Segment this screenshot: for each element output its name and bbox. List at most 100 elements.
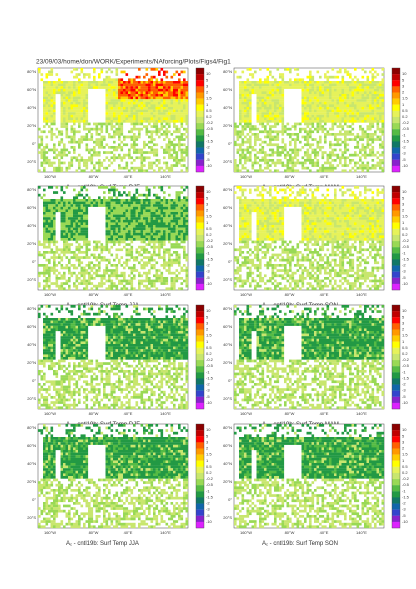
map-cell [259, 261, 262, 265]
map-cell [294, 169, 297, 173]
map-cell [168, 230, 171, 233]
map-cell [168, 240, 171, 244]
map-cell [329, 140, 332, 144]
map-cell [175, 120, 179, 123]
map-cell [128, 243, 131, 246]
map-cell [133, 114, 136, 118]
map-cell [130, 101, 134, 105]
map-cell [50, 186, 54, 189]
map-cell [163, 125, 166, 128]
map-cell [331, 112, 335, 115]
map-cell [50, 94, 54, 97]
map-cell [73, 146, 76, 149]
map-cell [180, 186, 184, 189]
map-cell [108, 109, 111, 113]
map-cell [281, 148, 285, 152]
map-cell [128, 204, 131, 207]
map-cell [120, 227, 124, 231]
map-cell [281, 138, 285, 141]
map-cell [38, 68, 41, 71]
map-cell [70, 219, 74, 223]
map-cell [185, 271, 189, 275]
map-cell [130, 78, 134, 82]
map-cell [289, 86, 292, 89]
map-cell [178, 258, 181, 262]
map-cell [125, 81, 129, 84]
map-cell [276, 122, 280, 126]
map-cell [170, 169, 174, 173]
map-cell [83, 266, 86, 270]
map-cell [334, 88, 337, 92]
map-cell [100, 243, 104, 246]
map-cell [135, 258, 139, 262]
map-cell [80, 269, 84, 272]
map-cell [168, 109, 171, 113]
map-cell [45, 122, 49, 126]
map-cell [241, 219, 245, 223]
map-cell [239, 91, 242, 95]
map-cell [98, 166, 101, 170]
map-cell [304, 138, 307, 141]
map-cell [43, 99, 46, 102]
map-cell [281, 117, 285, 121]
map-cell [178, 206, 181, 210]
map-cell [105, 199, 109, 202]
map-cell [150, 151, 154, 154]
map-cell [178, 287, 181, 291]
map-cell [276, 153, 280, 157]
map-cell [98, 86, 101, 89]
map-cell [289, 78, 292, 82]
map-cell [118, 199, 121, 202]
map-cell [105, 235, 109, 239]
map-cell [123, 153, 126, 157]
map-cell [165, 114, 169, 118]
map-cell [274, 120, 277, 123]
map-cell [173, 114, 176, 118]
map-cell [180, 282, 184, 285]
colorbar-label: -1.5 [206, 138, 214, 143]
map-cell [125, 251, 129, 254]
map-cell [341, 81, 345, 84]
map-cell [43, 120, 46, 123]
map-cell [311, 83, 315, 87]
map-cell [50, 199, 54, 202]
map-cell [105, 117, 109, 121]
map-cell [309, 117, 312, 121]
map-cell [170, 261, 174, 265]
map-cell [78, 159, 81, 162]
map-cell [43, 199, 46, 202]
map-cell [170, 91, 174, 95]
map-cell [331, 114, 335, 118]
map-cell [294, 133, 297, 136]
map-cell [175, 88, 179, 92]
map-cell [130, 112, 134, 115]
map-cell [256, 86, 260, 89]
map-cell [40, 143, 44, 147]
map-cell [289, 68, 292, 71]
map-cell [256, 209, 260, 213]
map-cell [118, 232, 121, 236]
map-cell [153, 91, 156, 95]
map-cell [165, 282, 169, 285]
map-cell [170, 88, 174, 92]
map-cell [314, 114, 317, 118]
map-cell [113, 96, 116, 100]
map-cell [241, 156, 245, 160]
map-cell [153, 148, 156, 152]
map-cell [148, 122, 151, 126]
map-cell [326, 117, 330, 121]
map-cell [249, 230, 252, 233]
map-cell [254, 156, 257, 160]
map-cell [354, 104, 357, 108]
map-cell [306, 91, 310, 95]
map-cell [173, 94, 176, 97]
map-cell [281, 107, 285, 110]
map-cell [168, 225, 171, 228]
map-cell [239, 161, 242, 165]
map-cell [138, 130, 141, 134]
map-cell [361, 169, 365, 173]
map-cell [110, 287, 114, 291]
map-cell [254, 199, 257, 202]
map-cell [331, 75, 335, 79]
map-cell [239, 88, 242, 92]
